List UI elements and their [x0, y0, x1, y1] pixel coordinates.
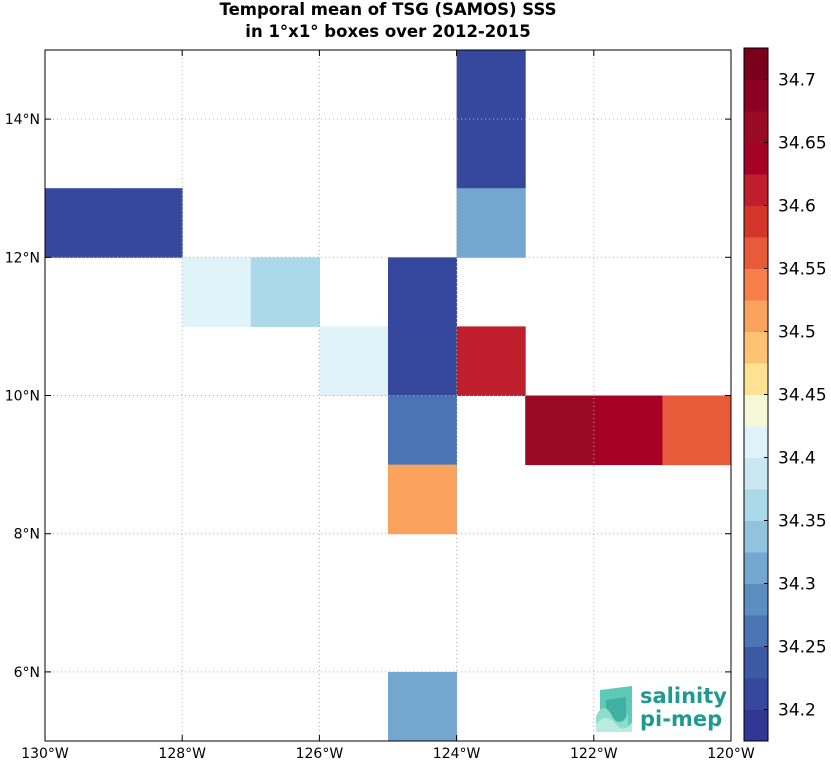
colorbar-swatch — [744, 457, 768, 490]
heatmap-cells — [45, 50, 732, 742]
colorbar-swatch — [744, 331, 768, 364]
colorbar-tick-label: 34.2 — [778, 701, 816, 721]
chart-title-line-1: Temporal mean of TSG (SAMOS) SSS — [219, 0, 557, 19]
x-axis-ticks: 130°W 128°W 126°W 124°W 122°W 120°W — [21, 50, 755, 762]
colorbar-swatch — [744, 237, 768, 269]
colorbar-swatch — [744, 48, 768, 80]
heatmap-cell — [525, 395, 595, 466]
colorbar-swatch — [744, 552, 768, 584]
salinity-pi-mep-logo: salinity pi-mep — [596, 684, 727, 732]
colorbar-swatch — [744, 489, 768, 521]
heatmap-cell — [456, 188, 526, 258]
colorbar-tick-label: 34.5 — [778, 323, 816, 343]
y-tick-label: 8°N — [14, 527, 40, 543]
heatmap-cell — [250, 257, 320, 327]
colorbar-swatch — [744, 363, 768, 395]
heatmap-cell — [182, 257, 252, 327]
y-tick-label: 14°N — [5, 112, 40, 128]
heatmap-cell — [662, 395, 732, 466]
x-tick-label: 130°W — [21, 746, 69, 762]
colorbar-swatch — [744, 615, 768, 647]
heatmap-cell — [388, 671, 458, 742]
colorbar-swatch — [744, 142, 768, 175]
x-tick-label: 128°W — [158, 746, 206, 762]
x-tick-label: 126°W — [296, 746, 344, 762]
heatmap-cell — [456, 119, 526, 189]
colorbar-tick-label: 34.25 — [778, 638, 827, 658]
colorbar-swatch — [744, 394, 768, 427]
heatmap-cell — [45, 188, 115, 258]
heatmap-cell — [319, 326, 389, 396]
colorbar-tick-label: 34.45 — [778, 386, 827, 406]
colorbar-swatch — [744, 520, 768, 553]
colorbar-tick-label: 34.4 — [778, 449, 816, 469]
colorbar-tick-label: 34.35 — [778, 512, 827, 532]
y-tick-label: 12°N — [5, 250, 40, 266]
heatmap-cell — [593, 395, 663, 466]
colorbar-ticks: 34.2 34.25 34.3 34.35 34.4 34.45 34.5 34.55 34.6… — [764, 71, 827, 721]
logo-line-2: pi-mep — [640, 707, 722, 731]
heatmap-cell — [388, 326, 458, 396]
heatmap-cell — [113, 188, 183, 258]
colorbar-swatch — [744, 174, 768, 206]
x-tick-label: 122°W — [570, 746, 618, 762]
y-axis-ticks: 6°N 8°N 10°N 12°N 14°N — [5, 112, 731, 681]
heatmap-cell — [388, 464, 458, 535]
colorbar — [744, 48, 768, 742]
colorbar-swatch — [744, 678, 768, 710]
colorbar-swatch — [744, 79, 768, 112]
colorbar-tick-label: 34.7 — [778, 71, 816, 91]
colorbar-tick-label: 34.6 — [778, 197, 816, 217]
colorbar-swatch — [744, 268, 768, 301]
logo-wave-icon — [596, 686, 632, 732]
colorbar-swatch — [744, 583, 768, 616]
colorbar-swatch — [744, 111, 768, 143]
x-tick-label: 120°W — [707, 746, 755, 762]
y-tick-label: 10°N — [5, 389, 40, 405]
x-tick-label: 124°W — [433, 746, 481, 762]
heatmap-cell — [456, 326, 526, 396]
y-tick-label: 6°N — [14, 665, 40, 681]
colorbar-swatch — [744, 426, 768, 458]
heatmap-cell — [456, 50, 526, 120]
heatmap-cell — [388, 257, 458, 327]
colorbar-tick-label: 34.3 — [778, 575, 816, 595]
colorbar-swatch — [744, 709, 768, 742]
heatmap-cell — [388, 395, 458, 466]
logo-line-1: salinity — [640, 684, 727, 708]
colorbar-tick-label: 34.55 — [778, 260, 827, 280]
colorbar-tick-label: 34.65 — [778, 134, 827, 154]
chart-title-line-2: in 1°x1° boxes over 2012-2015 — [245, 22, 531, 41]
colorbar-swatch — [744, 646, 768, 679]
colorbar-swatch — [744, 300, 768, 332]
colorbar-swatch — [744, 205, 768, 238]
